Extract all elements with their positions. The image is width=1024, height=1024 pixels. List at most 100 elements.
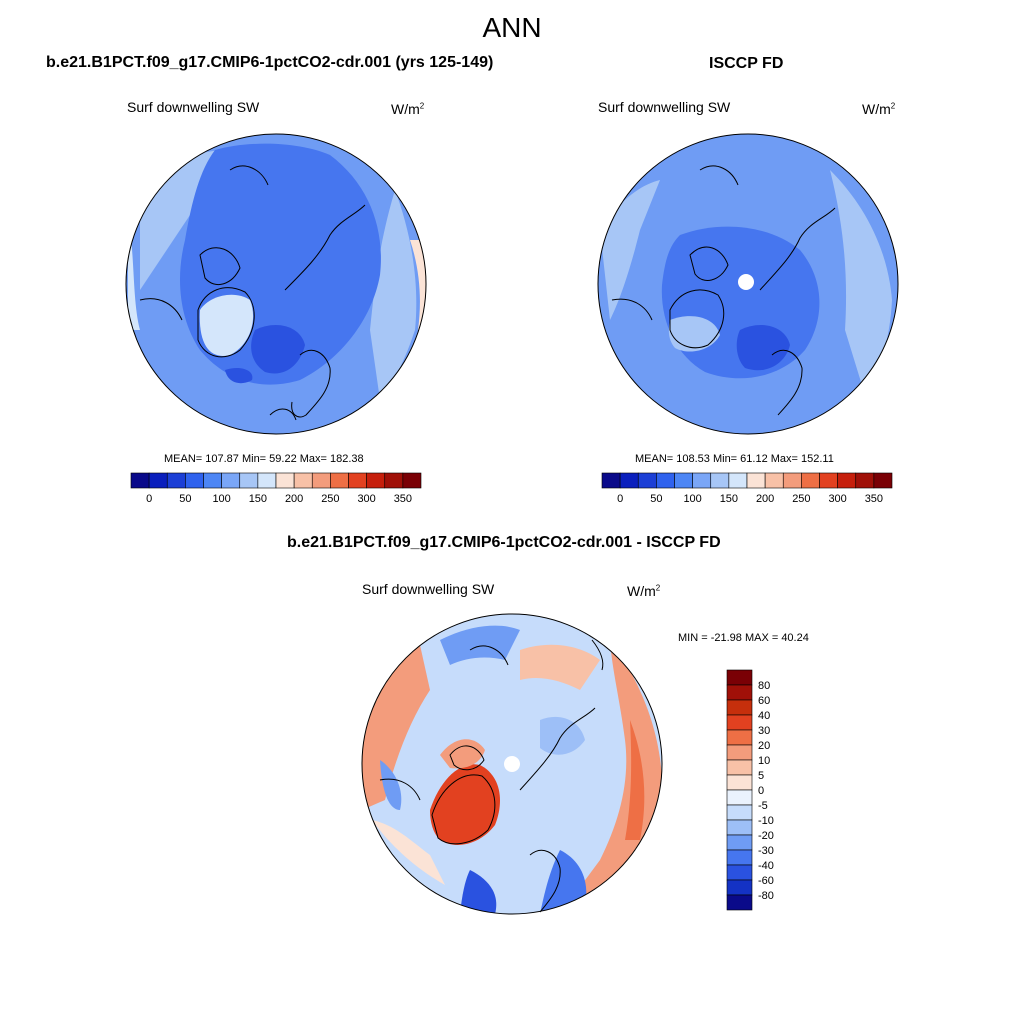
colorbar-swatch [311,472,331,489]
colorbar-swatch [330,472,349,489]
colorbar-swatch [873,472,893,489]
colorbar-tick-label: 50 [179,493,191,505]
map1-border [125,133,427,435]
colorbar-swatch [239,472,259,489]
colorbar-tick-label: 350 [394,493,412,505]
colorbar-tick-label: 250 [792,493,810,505]
colorbar-swatch [726,714,753,731]
panel2-subtitle: Surf downwelling SW [598,99,731,115]
colorbar-swatch [674,472,693,489]
colorbar-swatch [221,472,241,489]
colorbar-swatch [275,472,295,489]
colorbar-swatch [726,759,753,776]
map1-coastlines [139,165,366,421]
colorbar-swatch [726,894,753,911]
colorbar1: 0 50 100 150 200 250 300 350 [130,472,422,505]
colorbar-swatch [692,472,712,489]
colorbar-tick-label: 5 [758,770,764,782]
colorbar-tick-label: 30 [758,725,770,737]
map3-border [361,613,663,915]
colorbar-tick-label: 150 [249,493,267,505]
colorbar-swatch [728,472,748,489]
colorbar-swatch [726,834,753,851]
colorbar-tick-label: -60 [758,875,774,887]
colorbar-swatch [130,472,150,489]
panel3-title: b.e21.B1PCT.f09_g17.CMIP6-1pctCO2-cdr.00… [287,534,721,551]
colorbar-swatch [726,729,753,746]
panel3-stats: MIN = -21.98 MAX = 40.24 [678,632,809,644]
colorbar2: 0 50 100 150 200 250 300 350 [601,472,893,505]
colorbar-tick-label: -40 [758,860,774,872]
colorbar3: 80 60 40 30 20 10 5 0 -5 -10 -20 -30 -40 -60 -80 [726,669,774,911]
panel1-title: b.e21.B1PCT.f09_g17.CMIP6-1pctCO2-cdr.00… [46,54,494,71]
panel2-stats: MEAN= 108.53 Min= 61.12 Max= 152.11 [635,453,834,465]
panel3-subtitle: Surf downwelling SW [362,581,495,597]
colorbar-tick-label: 60 [758,695,770,707]
colorbar-tick-label: 200 [285,493,303,505]
colorbar-swatch [726,744,753,761]
colorbar-swatch [837,472,857,489]
panel1-units: W/m2 [391,101,425,117]
colorbar-tick-label: -30 [758,845,774,857]
colorbar-swatch [726,789,753,806]
colorbar-tick-label: 0 [758,785,764,797]
panel2-title: ISCCP FD [709,55,784,72]
map2-coastlines [611,165,836,416]
panel2-units: W/m2 [862,101,896,117]
colorbar-tick-label: 10 [758,755,770,767]
colorbar-tick-label: -5 [758,800,768,812]
colorbar-swatch [601,472,621,489]
colorbar-tick-label: 0 [617,493,623,505]
colorbar-tick-label: 20 [758,740,770,752]
colorbar-swatch [726,774,753,791]
colorbar-swatch [726,819,753,836]
colorbar-tick-label: 200 [756,493,774,505]
colorbar-swatch [348,472,367,489]
panel3-units: W/m2 [627,583,661,599]
panel1-subtitle: Surf downwelling SW [127,99,260,115]
colorbar-swatch [185,472,204,489]
colorbar-swatch [801,472,820,489]
colorbar-swatch [257,472,277,489]
map1-field [126,134,426,434]
map3-pole-hole [504,756,520,772]
colorbar-tick-label: 50 [650,493,662,505]
colorbar-swatch [710,472,730,489]
colorbar-swatch [855,472,875,489]
colorbar-swatch [726,684,753,701]
colorbar-tick-label: 100 [212,493,230,505]
colorbar-tick-label: 300 [357,493,375,505]
colorbar-tick-label: 80 [758,680,770,692]
colorbar-tick-label: 100 [683,493,701,505]
colorbar-swatch [619,472,639,489]
colorbar-swatch [656,472,675,489]
colorbar-swatch [726,699,753,716]
colorbar-swatch [726,804,753,821]
colorbar-swatch [384,472,404,489]
colorbar-swatch [726,864,753,881]
map2-pole-hole [738,274,754,290]
map3-coastlines [379,639,604,913]
colorbar-swatch [782,472,802,489]
colorbar-tick-label: 40 [758,710,770,722]
colorbar-swatch [148,472,168,489]
colorbar-swatch [726,669,753,686]
colorbar-swatch [366,472,386,489]
colorbar-swatch [402,472,422,489]
colorbar-tick-label: 250 [321,493,339,505]
colorbar-tick-label: 150 [720,493,738,505]
colorbar-tick-label: -10 [758,815,774,827]
colorbar-swatch [819,472,838,489]
panel1-stats: MEAN= 107.87 Min= 59.22 Max= 182.38 [164,453,364,465]
colorbar-tick-label: -80 [758,890,774,902]
colorbar-swatch [764,472,784,489]
colorbar-tick-label: 350 [865,493,883,505]
colorbar-swatch [166,472,186,489]
figure-title: ANN [482,12,542,43]
colorbar-swatch [746,472,766,489]
colorbar-tick-label: 300 [828,493,846,505]
colorbar-tick-label: 0 [146,493,152,505]
colorbar-swatch [726,879,753,896]
colorbar-tick-label: -20 [758,830,774,842]
